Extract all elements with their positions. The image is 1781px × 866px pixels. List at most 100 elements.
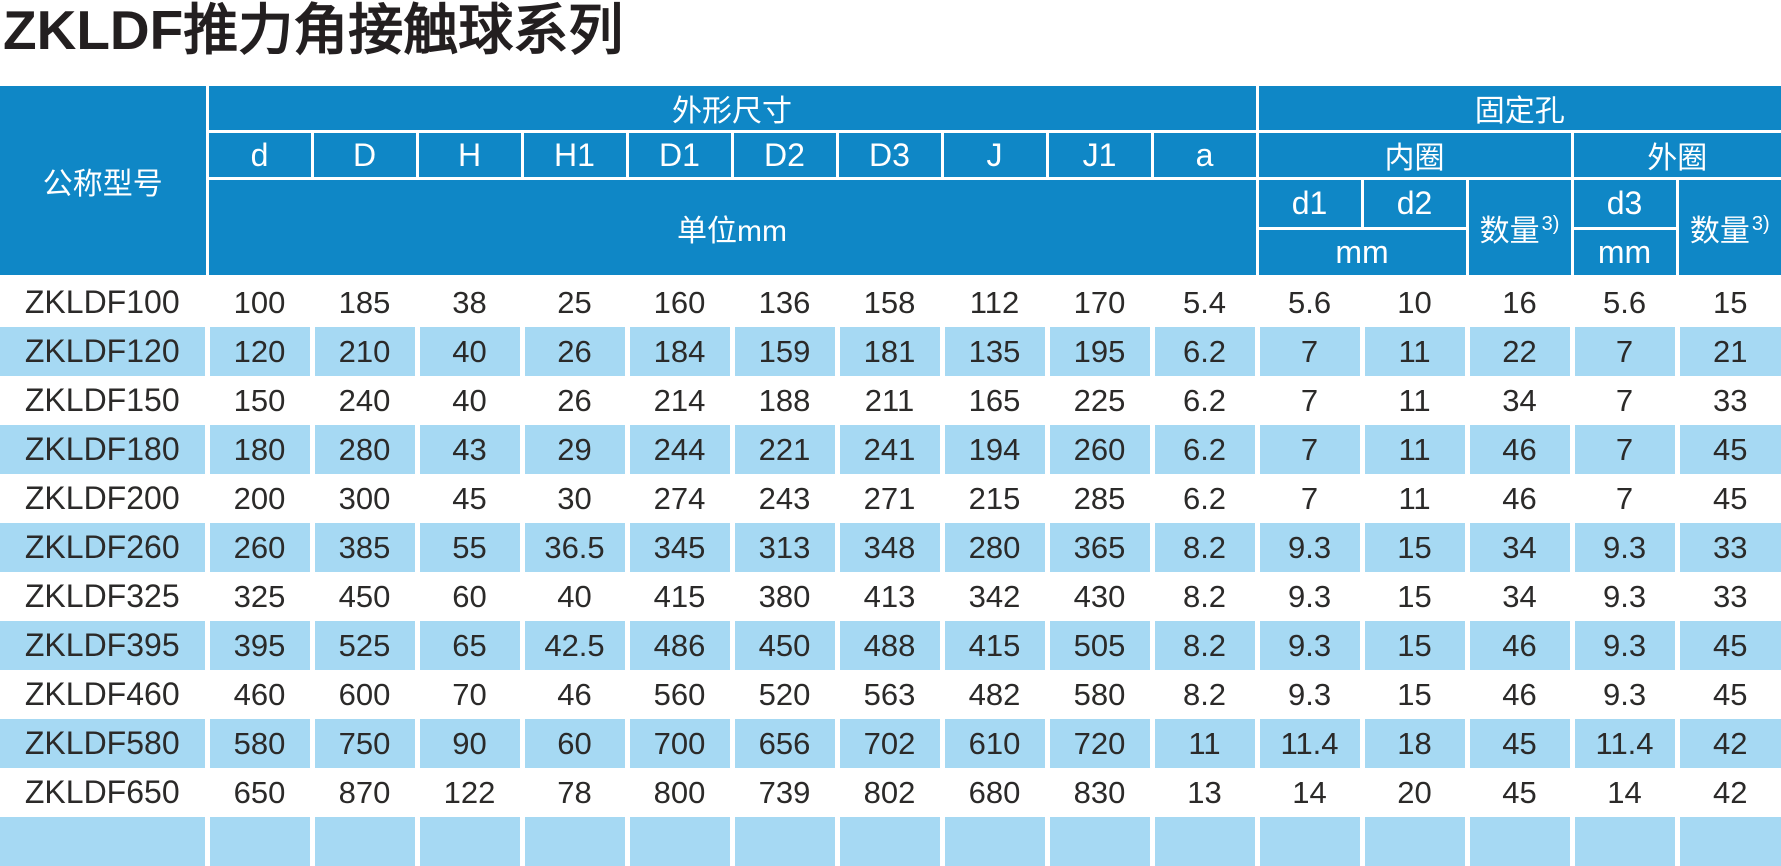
value-cell: 300 <box>312 474 417 523</box>
value-cell <box>627 817 732 866</box>
value-cell: 22 <box>1467 327 1572 376</box>
value-cell: 9.3 <box>1572 572 1677 621</box>
value-cell: 520 <box>732 670 837 719</box>
value-cell: 160 <box>627 277 732 328</box>
value-cell: 700 <box>627 719 732 768</box>
value-cell: 9.3 <box>1257 621 1362 670</box>
value-cell: 505 <box>1047 621 1152 670</box>
value-cell: 188 <box>732 376 837 425</box>
value-cell: 830 <box>1047 768 1152 817</box>
value-cell: 7 <box>1257 474 1362 523</box>
value-cell: 9.3 <box>1257 670 1362 719</box>
value-cell: 45 <box>1467 768 1572 817</box>
value-cell: 8.2 <box>1152 621 1257 670</box>
value-cell: 9.3 <box>1572 670 1677 719</box>
value-cell: 211 <box>837 376 942 425</box>
value-cell: 342 <box>942 572 1047 621</box>
value-cell: 280 <box>942 523 1047 572</box>
value-cell: 14 <box>1257 768 1362 817</box>
value-cell: 46 <box>1467 670 1572 719</box>
value-cell: 285 <box>1047 474 1152 523</box>
value-cell <box>522 817 627 866</box>
value-cell: 10 <box>1362 277 1467 328</box>
value-cell: 413 <box>837 572 942 621</box>
page-title: ZKLDF推力角接触球系列 <box>0 0 1781 86</box>
value-cell: 240 <box>312 376 417 425</box>
value-cell: 650 <box>207 768 312 817</box>
value-cell: 450 <box>312 572 417 621</box>
value-cell: 13 <box>1152 768 1257 817</box>
model-cell: ZKLDF100 <box>0 277 207 328</box>
value-cell: 136 <box>732 277 837 328</box>
value-cell: 184 <box>627 327 732 376</box>
value-cell: 430 <box>1047 572 1152 621</box>
value-cell: 33 <box>1677 572 1781 621</box>
value-cell: 165 <box>942 376 1047 425</box>
value-cell <box>0 817 207 866</box>
value-cell: 600 <box>312 670 417 719</box>
value-cell: 15 <box>1362 621 1467 670</box>
value-cell: 415 <box>942 621 1047 670</box>
value-cell: 34 <box>1467 523 1572 572</box>
value-cell: 42 <box>1677 768 1781 817</box>
value-cell: 60 <box>417 572 522 621</box>
value-cell: 90 <box>417 719 522 768</box>
bearing-spec-table: 公称型号 外形尺寸 固定孔 d D H H1 D1 D2 D3 J J1 a 内… <box>0 86 1781 866</box>
model-cell: ZKLDF120 <box>0 327 207 376</box>
value-cell: 46 <box>1467 621 1572 670</box>
value-cell: 42.5 <box>522 621 627 670</box>
value-cell: 7 <box>1257 425 1362 474</box>
value-cell: 46 <box>1467 474 1572 523</box>
value-cell: 9.3 <box>1257 523 1362 572</box>
value-cell: 11.4 <box>1257 719 1362 768</box>
value-cell: 214 <box>627 376 732 425</box>
value-cell: 14 <box>1572 768 1677 817</box>
value-cell: 11 <box>1362 376 1467 425</box>
value-cell: 120 <box>207 327 312 376</box>
value-cell: 181 <box>837 327 942 376</box>
value-cell: 55 <box>417 523 522 572</box>
model-cell: ZKLDF460 <box>0 670 207 719</box>
value-cell: 65 <box>417 621 522 670</box>
value-cell: 40 <box>522 572 627 621</box>
value-cell: 8.2 <box>1152 670 1257 719</box>
value-cell: 8.2 <box>1152 523 1257 572</box>
value-cell <box>732 817 837 866</box>
value-cell <box>837 817 942 866</box>
value-cell: 9.3 <box>1257 572 1362 621</box>
value-cell: 395 <box>207 621 312 670</box>
col-header-a: a <box>1152 132 1257 179</box>
model-cell: ZKLDF180 <box>0 425 207 474</box>
value-cell: 112 <box>942 277 1047 328</box>
value-cell: 5.6 <box>1257 277 1362 328</box>
value-cell: 45 <box>1467 719 1572 768</box>
value-cell: 750 <box>312 719 417 768</box>
value-cell: 450 <box>732 621 837 670</box>
value-cell: 525 <box>312 621 417 670</box>
value-cell: 135 <box>942 327 1047 376</box>
value-cell: 225 <box>1047 376 1152 425</box>
value-cell: 560 <box>627 670 732 719</box>
value-cell: 460 <box>207 670 312 719</box>
value-cell: 34 <box>1467 376 1572 425</box>
col-header-H1: H1 <box>522 132 627 179</box>
value-cell: 215 <box>942 474 1047 523</box>
value-cell: 325 <box>207 572 312 621</box>
col-header-d1: d1 <box>1257 179 1362 229</box>
value-cell: 45 <box>1677 670 1781 719</box>
group-header-outer-ring: 外圈 <box>1572 132 1781 179</box>
value-cell: 6.2 <box>1152 425 1257 474</box>
mm-label-inner: mm <box>1257 229 1467 277</box>
value-cell: 33 <box>1677 376 1781 425</box>
value-cell: 34 <box>1467 572 1572 621</box>
value-cell: 60 <box>522 719 627 768</box>
value-cell: 30 <box>522 474 627 523</box>
value-cell: 45 <box>417 474 522 523</box>
